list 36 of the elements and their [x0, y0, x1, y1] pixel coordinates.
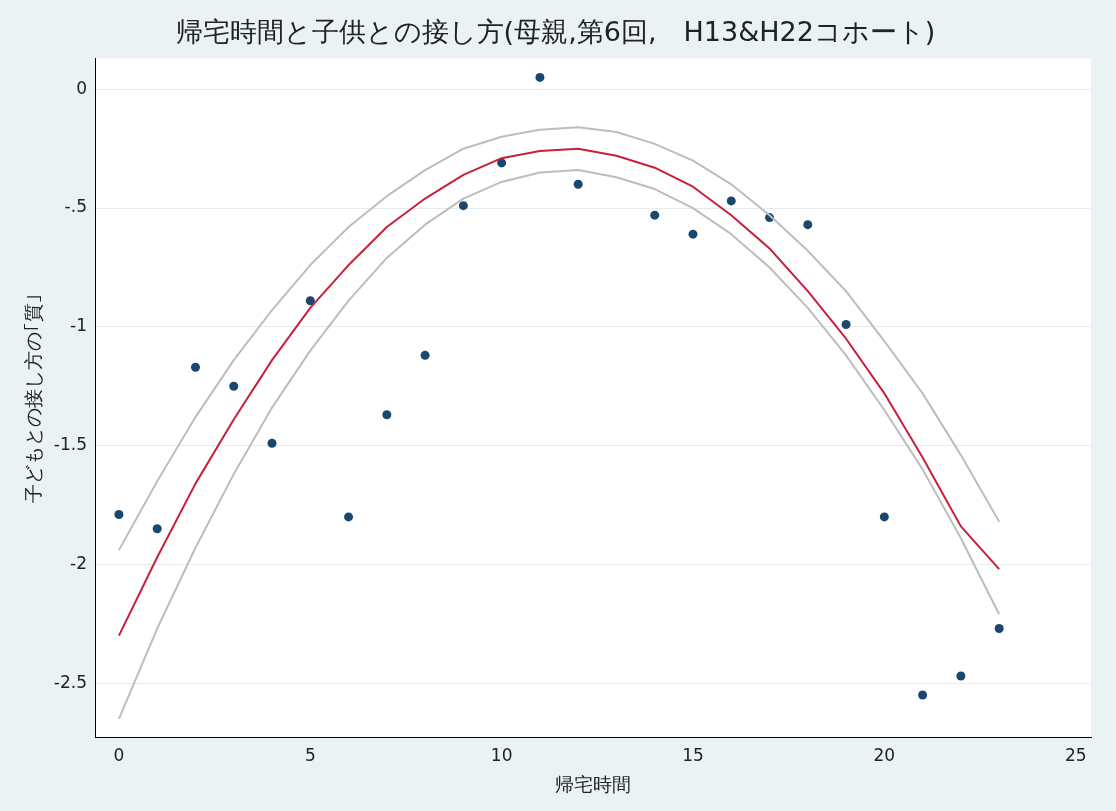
y-tick-label: 0	[76, 77, 87, 98]
y-axis-title: 子どもとの接し方の｢質｣	[22, 293, 45, 504]
point	[420, 350, 430, 360]
point	[918, 690, 928, 700]
point	[879, 512, 889, 522]
point	[382, 410, 392, 420]
point	[535, 72, 545, 82]
point	[573, 179, 583, 189]
x-tick-label: 0	[113, 745, 125, 766]
point	[726, 196, 736, 206]
y-tick-label: -2	[70, 552, 87, 573]
point	[650, 210, 660, 220]
y-tick-label: -1.5	[53, 434, 87, 455]
point	[994, 624, 1004, 634]
y-tick-label: -.5	[64, 196, 87, 217]
point	[229, 381, 239, 391]
x-tick-label: 10	[490, 745, 513, 766]
point	[152, 524, 162, 534]
x-tick-label: 5	[304, 745, 316, 766]
point	[458, 201, 468, 211]
x-axis-title: 帰宅時間	[555, 772, 632, 795]
point	[267, 438, 277, 448]
x-tick-label: 15	[682, 745, 704, 766]
chart-title: 帰宅時間と子供との接し方(母親,第6回, H13&H22コホート)	[175, 16, 936, 48]
y-tick-label: -1	[70, 315, 87, 336]
x-tick-label: 20	[873, 745, 896, 766]
point	[841, 319, 851, 329]
point	[114, 510, 124, 519]
point	[956, 671, 966, 681]
y-tick-label: -2.5	[53, 671, 87, 692]
point	[803, 220, 813, 230]
x-tick-label: 25	[1064, 745, 1087, 766]
point	[190, 362, 200, 372]
point	[688, 229, 698, 239]
point	[305, 296, 315, 306]
point	[344, 512, 354, 522]
